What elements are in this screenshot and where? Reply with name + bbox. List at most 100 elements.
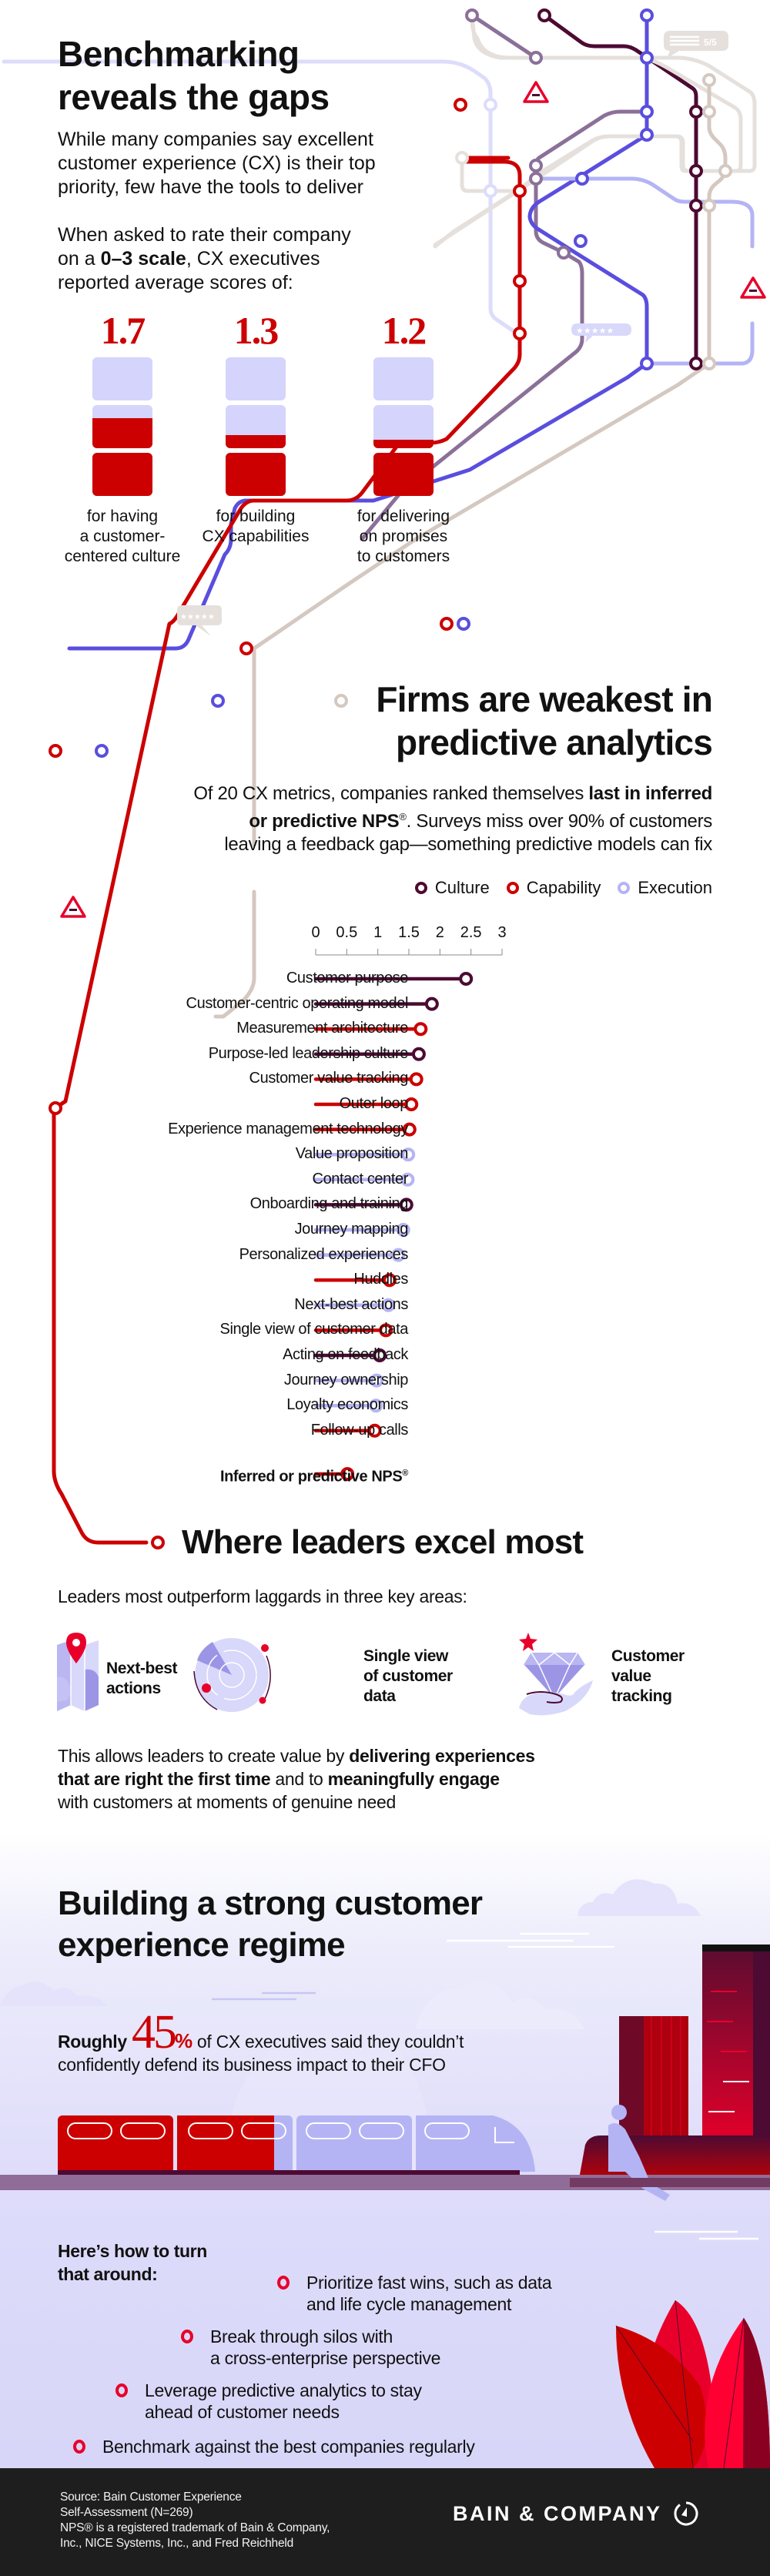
score-segment [373,405,434,448]
metric-label: Customer purpose [100,969,409,987]
lollipop-point[interactable] [379,1323,393,1338]
metric-label-text: Value proposition [295,1145,409,1163]
map-station [689,105,703,119]
metric-label-text: Single view of customer data [219,1321,409,1338]
score-segment [226,405,286,448]
warning-triangle-icon [60,896,86,918]
lollipop-point[interactable] [391,1248,406,1262]
map-station [334,694,348,708]
score-value: 1.3 [233,309,280,352]
map-line-capability [52,159,522,1545]
score-segment [92,405,152,448]
bain-compass-icon [674,2501,698,2526]
brand-wordmark: BAIN & COMPANY [453,2501,662,2525]
lollipop-point[interactable] [373,1348,387,1362]
action-line: Leverage predictive analytics to stay [145,2380,422,2400]
score-fill [373,453,434,496]
weakest-paragraph: Of 20 CX metrics, companies ranked thems… [112,782,712,856]
score-bar [373,357,434,496]
score-gauge: 1.7 for having a customer-centered culture [65,308,181,565]
lollipop-point[interactable] [401,1147,416,1162]
bullet-ring-icon [181,2330,193,2343]
metric-label-text: Next-best actions [294,1295,408,1313]
metric-label: Value proposition [100,1144,409,1163]
lollipop-point[interactable] [399,1198,413,1212]
lollipop-point[interactable] [400,1172,415,1187]
metric-label: Single view of customer data [100,1320,409,1338]
lollipop-point[interactable] [382,1273,397,1288]
label-line: Single view [363,1647,448,1665]
text: Of 20 CX metrics, companies ranked thems… [193,783,589,804]
lollipop-point[interactable] [396,1223,410,1237]
lollipop-point[interactable] [413,1022,428,1037]
body-line: Of 20 CX metrics, companies ranked thems… [112,782,712,806]
metric-label: Follow-up calls [100,1421,409,1439]
metric-label-text: Huddles [353,1271,408,1288]
map-line-lavender [2,59,518,335]
metric-label-text: Measurement architecture [236,1020,408,1037]
intro-line: While many companies say excellent [58,129,373,150]
caption-line: CX capabilities [202,528,310,545]
label-line: Next-best [106,1660,178,1677]
score-caption: for building CX capabilities [179,507,333,547]
score-fill [92,453,152,496]
score-segment [226,357,286,400]
legend-item-execution: Execution [618,878,712,898]
map-station [484,184,497,198]
map-station [702,199,716,213]
score-fill [92,417,152,448]
lollipop-point[interactable] [459,972,474,986]
culture-marker-icon [414,882,427,894]
source-line: Source: Bain Customer Experience [60,2491,242,2504]
lollipop-point[interactable] [369,1399,383,1413]
map-line-beige-main [433,13,743,247]
regime-illustration [0,1879,770,2468]
map-station [484,98,497,112]
metric-label: Loyalty economics [100,1395,408,1414]
lollipop-point[interactable] [370,1373,384,1388]
leader-area-label: Next-best actions [106,1659,199,1699]
map-station [718,164,732,178]
score-segment [92,453,152,496]
star-rating-text: ★★★★★ [576,326,614,336]
action-line: ahead of customer needs [145,2402,340,2422]
metric-label: Purpose-led leadership culture [100,1044,409,1063]
lollipop-point[interactable] [340,1467,355,1481]
gem-in-hand-icon [519,1633,593,1716]
score-fill [226,453,286,496]
lollipop-point[interactable] [404,1097,419,1111]
capability-marker-icon [506,882,519,894]
section-title: Benchmarking reveals the gaps [58,32,330,119]
star-rating-bubble-left-icon: ★★★★★ [177,605,222,636]
star-rating-bubble-icon: ★★★★★ [571,323,631,343]
caption-line: to customers [357,548,450,565]
text: , CX executives [186,248,320,270]
lollipop-point[interactable] [411,1047,426,1061]
metric-label-text: Outer loop [339,1095,409,1112]
label-line: actions [106,1680,161,1697]
map-station [557,246,571,260]
radar-icon [193,1638,271,1712]
lollipop-point[interactable] [402,1122,417,1137]
map-station [455,151,469,165]
rating-line: on a 0–3 scale, CX executives [58,247,489,271]
lollipop-point[interactable] [424,997,439,1011]
legend-item-capability: Capability [506,878,601,898]
lollipop-point[interactable] [381,1298,396,1312]
metric-label: Outer loop [100,1094,409,1113]
lollipop-point[interactable] [409,1072,424,1087]
caption-line: for building [216,507,296,525]
metric-label-text: Acting on feedback [283,1346,408,1363]
leader-area-label: Single view of customer data [363,1646,464,1707]
emphasis: delivering experiences [349,1746,535,1766]
lollipop-point[interactable] [367,1423,382,1438]
score-bar [226,357,286,496]
bain-logo[interactable]: BAIN & COMPANY [453,2501,699,2527]
rating-line: reported average scores of: [58,272,293,293]
map-station [151,1536,165,1549]
caption-line: a customer- [79,528,166,545]
score-caption: for delivering on promises to customers [326,507,480,567]
map-station [640,128,654,142]
map-station [702,105,716,119]
intro-line: priority, few have the tools to deliver [58,176,363,198]
